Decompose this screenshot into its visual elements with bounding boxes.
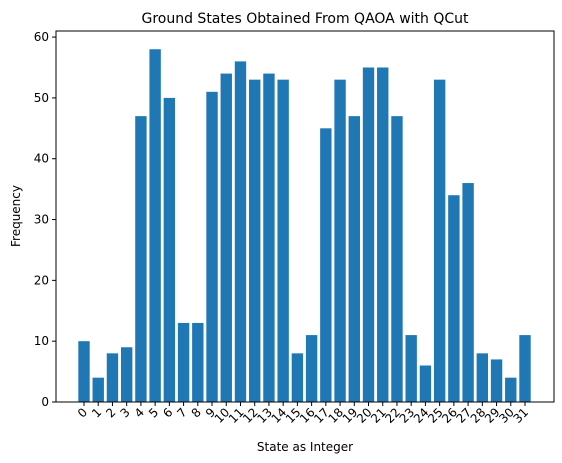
bar-0 xyxy=(78,341,90,402)
x-axis-ticks: 0123456789101112131415161718192021222324… xyxy=(75,402,531,426)
bar-26 xyxy=(448,195,460,402)
bar-16 xyxy=(305,335,318,402)
x-tick-label: 6 xyxy=(160,405,175,420)
bar-23 xyxy=(405,335,417,402)
y-axis-label: Frequency xyxy=(9,185,23,247)
x-tick-label: 1 xyxy=(89,405,104,420)
bar-20 xyxy=(362,67,375,403)
y-tick-label: 0 xyxy=(41,395,49,409)
x-tick-label: 7 xyxy=(174,405,189,420)
x-tick-label: 8 xyxy=(189,405,204,420)
y-tick-label: 60 xyxy=(34,30,49,44)
bar-7 xyxy=(177,322,190,402)
bar-13 xyxy=(263,73,275,402)
y-tick-label: 10 xyxy=(34,334,49,348)
bar-14 xyxy=(277,79,289,402)
bar-12 xyxy=(249,79,261,402)
x-tick-label: 5 xyxy=(146,405,161,420)
y-tick-label: 40 xyxy=(34,152,49,166)
y-tick-label: 50 xyxy=(34,91,49,105)
bar-10 xyxy=(220,73,232,402)
y-axis-ticks: 0 10 20 30 40 50 60 xyxy=(34,30,56,409)
y-tick-label: 30 xyxy=(34,213,49,227)
plot-frame xyxy=(55,30,555,403)
y-tick-label: 20 xyxy=(34,273,49,287)
bar-2 xyxy=(106,353,119,402)
bar-30 xyxy=(505,377,517,402)
bar-1 xyxy=(92,377,104,402)
bar-22 xyxy=(391,116,403,403)
x-axis-label: State as Integer xyxy=(257,440,353,454)
x-tick-label: 0 xyxy=(75,405,90,420)
bar-6 xyxy=(163,97,176,403)
x-tick-label: 2 xyxy=(103,405,118,420)
bar-5 xyxy=(149,49,161,402)
bar-25 xyxy=(433,79,446,402)
chart-title: Ground States Obtained From QAOA with QC… xyxy=(141,11,469,27)
bar-9 xyxy=(206,91,218,402)
bar-27 xyxy=(462,183,474,402)
bar-17 xyxy=(320,128,332,402)
bar-8 xyxy=(192,322,204,402)
bar-28 xyxy=(476,353,489,402)
bar-4 xyxy=(135,116,147,403)
bar-18 xyxy=(334,79,346,402)
bar-31 xyxy=(519,335,531,402)
bar-21 xyxy=(377,67,389,403)
bar-3 xyxy=(120,347,133,402)
bar-11 xyxy=(234,61,247,402)
bar-29 xyxy=(490,359,503,402)
bar-15 xyxy=(291,353,304,402)
x-tick-label: 4 xyxy=(132,405,147,420)
x-tick-label: 3 xyxy=(117,405,132,420)
bar-19 xyxy=(348,116,360,403)
x-tick-label: 31 xyxy=(510,405,531,426)
bar-24 xyxy=(419,365,432,402)
bars-group xyxy=(78,49,531,403)
